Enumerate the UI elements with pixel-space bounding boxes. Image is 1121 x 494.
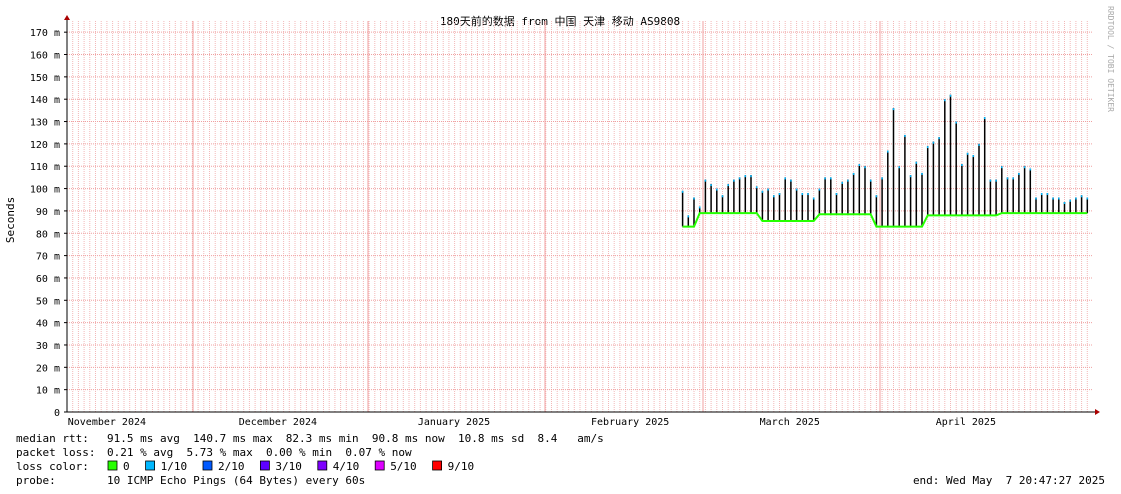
stats-label: loss color: [16, 460, 89, 473]
x-tick-label: April 2025 [936, 417, 996, 428]
chart-title: 180天前的数据 from 中国 天津 移动 AS9808 [440, 14, 680, 28]
y-tick-label: 130 m [30, 118, 60, 129]
legend-swatch [202, 460, 213, 471]
legend-label: 2/10 [218, 460, 245, 473]
y-tick-label: 140 m [30, 95, 60, 106]
legend-swatch [317, 460, 328, 471]
x-tick-label: March 2025 [760, 417, 820, 428]
y-tick-label: 0 [54, 408, 60, 419]
y-tick-label: 60 m [36, 274, 60, 285]
y-tick-label: 40 m [36, 319, 60, 330]
watermark: RRDTOOL / TOBI OETIKER [1106, 6, 1115, 112]
stats-label: probe: [16, 474, 56, 487]
median-line [682, 212, 1088, 228]
y-tick-label: 30 m [36, 341, 60, 352]
y-tick-label: 110 m [30, 162, 60, 173]
y-tick-label: 10 m [36, 386, 60, 397]
y-tick-label: 100 m [30, 185, 60, 196]
y-tick-label: 120 m [30, 140, 60, 151]
stats-text: 10 ICMP Echo Pings (64 Bytes) every 60s [107, 474, 365, 487]
stats-text: 0.21 % avg 5.73 % max 0.00 % min 0.07 % … [107, 446, 412, 459]
legend-label: 0 [123, 460, 130, 473]
x-tick-label: January 2025 [418, 417, 490, 428]
y-tick-label: 80 m [36, 229, 60, 240]
legend-swatch [145, 460, 156, 471]
y-tick-label: 50 m [36, 296, 60, 307]
x-tick-label: November 2024 [68, 417, 146, 428]
legend-swatch [374, 460, 385, 471]
stats-label: median rtt: [16, 432, 89, 445]
y-tick-label: 70 m [36, 252, 60, 263]
stats-label: packet loss: [16, 446, 95, 459]
axis-arrow [1095, 409, 1100, 415]
y-tick-label: 160 m [30, 51, 60, 62]
legend-label: 4/10 [333, 460, 360, 473]
legend-label: 3/10 [275, 460, 302, 473]
legend-label: 9/10 [448, 460, 475, 473]
stats-text: 91.5 ms avg 140.7 ms max 82.3 ms min 90.… [107, 432, 604, 445]
y-tick-label: 20 m [36, 363, 60, 374]
legend-swatch [107, 460, 118, 471]
axis-arrow [64, 15, 70, 20]
end-time: end: Wed May 7 20:47:27 2025 [913, 474, 1105, 487]
y-axis-label: Seconds [4, 197, 17, 243]
y-tick-label: 90 m [36, 207, 60, 218]
legend-label: 1/10 [161, 460, 188, 473]
x-tick-label: February 2025 [591, 417, 669, 428]
legend-swatch [259, 460, 270, 471]
y-tick-label: 170 m [30, 28, 60, 39]
legend-label: 5/10 [390, 460, 417, 473]
y-tick-label: 150 m [30, 73, 60, 84]
legend-swatch [432, 460, 443, 471]
x-tick-label: December 2024 [239, 417, 317, 428]
